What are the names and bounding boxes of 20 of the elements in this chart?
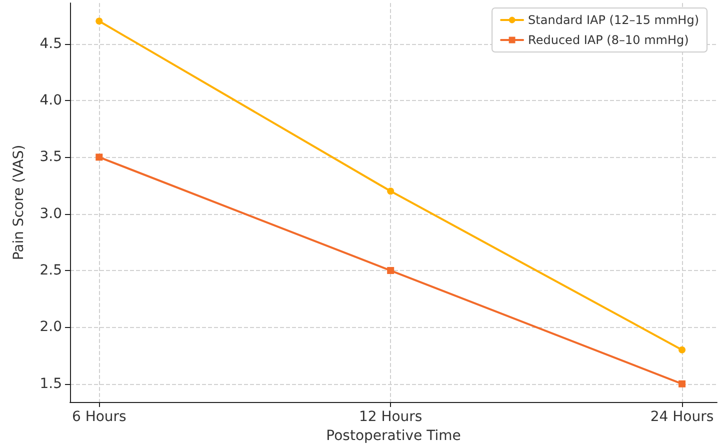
x-tick-label: 6 Hours bbox=[72, 409, 126, 425]
y-tick-label: 3.0 bbox=[40, 206, 62, 222]
y-tick-label: 4.0 bbox=[40, 92, 62, 108]
point bbox=[387, 188, 394, 195]
x-tick-label: 24 Hours bbox=[650, 409, 714, 425]
legend-label: Reduced IAP (8–10 mmHg) bbox=[528, 33, 689, 47]
x-axis-title: Postoperative Time bbox=[326, 428, 461, 444]
y-tick-label: 1.5 bbox=[40, 376, 62, 392]
y-tick-label: 3.5 bbox=[40, 149, 62, 166]
y-tick-label: 2.0 bbox=[40, 319, 62, 336]
legend-label: Standard IAP (12–15 mmHg) bbox=[528, 13, 700, 27]
x-tick-label: 12 Hours bbox=[358, 409, 422, 425]
y-axis-title: Pain Score (VAS) bbox=[11, 144, 27, 260]
y-tick-label: 4.5 bbox=[40, 36, 62, 52]
point bbox=[96, 154, 103, 161]
point bbox=[678, 346, 686, 354]
point bbox=[387, 267, 394, 274]
y-tick-label: 2.5 bbox=[40, 262, 62, 279]
point bbox=[96, 18, 103, 25]
point bbox=[678, 380, 686, 388]
